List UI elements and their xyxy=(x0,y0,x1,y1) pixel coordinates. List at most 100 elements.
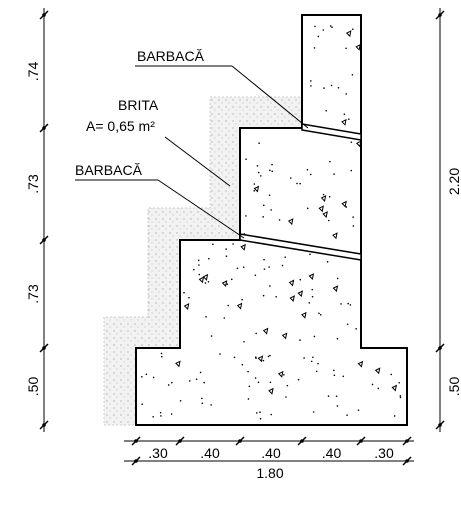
dim-text: 2.20 xyxy=(446,168,461,195)
gravel-fill xyxy=(103,96,303,426)
aggregate xyxy=(255,332,257,335)
aggregate xyxy=(355,43,361,51)
aggregate xyxy=(390,373,393,376)
aggregate xyxy=(199,371,202,374)
aggregate xyxy=(270,413,272,416)
dim-text: 1.80 xyxy=(256,465,283,481)
aggregate xyxy=(345,206,348,208)
aggregate xyxy=(245,215,247,217)
aggregate xyxy=(269,285,271,287)
aggregate xyxy=(270,209,272,211)
aggregate xyxy=(219,353,221,355)
aggregate xyxy=(201,402,204,405)
aggregate xyxy=(311,288,314,291)
aggregate xyxy=(225,255,228,258)
aggregate xyxy=(257,355,264,363)
aggregate xyxy=(205,316,207,318)
tick-dot xyxy=(438,13,442,17)
aggregate xyxy=(314,25,316,28)
aggregate xyxy=(247,370,249,373)
aggregate xyxy=(170,413,173,415)
aggregate xyxy=(183,291,185,294)
aggregate xyxy=(317,362,319,365)
aggregate xyxy=(399,396,402,399)
aggregate xyxy=(346,323,349,326)
tick-dot xyxy=(134,459,138,463)
aggregate xyxy=(257,381,260,384)
tick-dot xyxy=(42,238,46,242)
aggregate xyxy=(332,232,338,240)
aggregate xyxy=(160,415,162,417)
aggregate xyxy=(253,183,256,185)
aggregate xyxy=(167,384,170,386)
aggregate xyxy=(193,268,195,271)
tick-dot xyxy=(42,346,46,350)
aggregate xyxy=(355,328,357,330)
aggregate xyxy=(331,26,333,29)
aggregate xyxy=(227,304,230,307)
aggregate xyxy=(284,256,287,258)
aggregate xyxy=(160,355,163,358)
aggregate xyxy=(289,295,295,303)
aggregate xyxy=(198,264,200,266)
aggregate xyxy=(256,165,259,167)
aggregate xyxy=(303,357,305,359)
aggregate xyxy=(309,253,311,256)
tick-dot xyxy=(405,459,409,463)
aggregate xyxy=(287,218,294,226)
dim-text: .30 xyxy=(374,445,394,461)
aggregate xyxy=(233,356,236,359)
aggregate xyxy=(236,302,243,310)
aggregate xyxy=(257,171,260,174)
tick-dot xyxy=(134,439,138,443)
aggregate xyxy=(352,28,354,30)
aggregate xyxy=(327,395,330,397)
aggregate xyxy=(351,73,354,76)
aggregate xyxy=(159,411,162,414)
aggregate xyxy=(328,195,331,198)
dimension-lines xyxy=(43,8,441,462)
aggregate xyxy=(188,296,190,299)
aggregate xyxy=(306,168,309,171)
aggregate xyxy=(322,211,328,219)
aggregate xyxy=(262,359,265,362)
drain-pipes xyxy=(239,123,362,261)
aggregate xyxy=(371,383,374,386)
dim-text: .30 xyxy=(148,445,168,461)
aggregate xyxy=(268,194,271,196)
dim-text: .50 xyxy=(446,377,461,397)
aggregate xyxy=(260,175,262,177)
aggregate xyxy=(141,376,143,378)
aggregate xyxy=(325,110,328,112)
aggregate xyxy=(350,141,353,143)
aggregate xyxy=(226,283,229,286)
aggregate xyxy=(202,273,209,281)
aggregate xyxy=(286,384,289,387)
aggregate xyxy=(203,381,205,384)
aggregate xyxy=(212,243,214,246)
aggregate xyxy=(318,205,324,213)
aggregate xyxy=(345,93,348,95)
aggregate xyxy=(259,411,261,413)
aggregate xyxy=(204,282,207,284)
aggregate xyxy=(254,274,257,277)
aggregate xyxy=(263,204,265,207)
aggregate xyxy=(269,381,272,384)
aggregate xyxy=(254,356,257,359)
aggregate xyxy=(195,378,198,380)
aggregate xyxy=(329,25,332,27)
dimension-ticks xyxy=(39,10,445,466)
label: BARBACĂ xyxy=(137,48,205,64)
aggregate xyxy=(263,258,265,261)
aggregate xyxy=(318,312,320,315)
aggregate xyxy=(271,170,274,173)
aggregate xyxy=(241,363,244,366)
aggregate xyxy=(259,417,262,420)
aggregate xyxy=(281,332,288,340)
aggregate xyxy=(258,142,260,144)
aggregate xyxy=(152,415,154,418)
aggregate xyxy=(283,373,285,376)
aggregate xyxy=(268,387,274,395)
aggregate xyxy=(277,370,284,378)
aggregate xyxy=(308,273,315,281)
